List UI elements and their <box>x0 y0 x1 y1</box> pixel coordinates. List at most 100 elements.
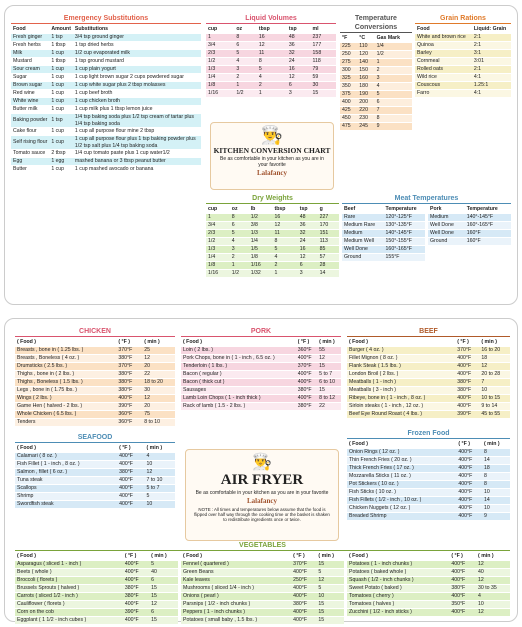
column-header: ( °F ) <box>449 553 477 561</box>
table-body: ( Food )( °F )( min ) Calamari ( 8 oz. ) 4… <box>15 445 175 509</box>
cell: Kale leaves <box>181 576 292 585</box>
cell: 118 <box>310 57 336 66</box>
column-header: ( °F ) <box>122 553 150 561</box>
row: 350 180 4 <box>340 82 412 91</box>
cell: 400°F <box>117 492 145 501</box>
cell: 15 <box>316 560 344 569</box>
cell: 1/8 <box>206 261 230 270</box>
row: Rolled oats 2:1 <box>415 65 511 74</box>
row: Beef Eye Round Roast ( 4 lbs. ) 390°F 45 t… <box>347 410 510 419</box>
table-body: Food Liquid: Grain White and brown rice 2:1… <box>415 26 511 98</box>
cell: 1 cup white sugar plus 2 tbsp molasses <box>72 81 201 90</box>
cell: 10 <box>479 386 510 395</box>
row: Lamb Loin Chops ( 1 - inch thick ) 400°F 8… <box>181 394 341 403</box>
row: Fresh ginger 1 tsp 3/4 tsp ground ginger <box>11 33 201 42</box>
table: cup oz tbsp tsp ml 1 8 16 48 237 3/4 6 12 36 177 2/3 5 11… <box>206 26 336 98</box>
cell: 6 <box>374 98 412 107</box>
row: Mozzarella Sticks ( 11 oz. ) 400°F 8 <box>347 472 510 481</box>
cell: Beef Eye Round Roast ( 4 lbs. ) <box>347 410 456 419</box>
cell: 12 <box>144 468 175 477</box>
cell: 11 <box>256 49 287 58</box>
header-row: ( Food )( °F )( min ) <box>347 553 510 561</box>
cell: 380°F <box>291 600 317 609</box>
cell: 12 <box>476 576 510 585</box>
cell: Breasts , bone in ( 1.25 lbs. ) <box>15 346 117 355</box>
cell: 5 to 7 <box>144 484 175 493</box>
cell: Barley <box>415 49 472 58</box>
cell: 1/16 <box>248 261 273 270</box>
cell: 400°F <box>117 476 145 485</box>
cell: 390°F <box>116 402 143 411</box>
header-row: Pork Temperature <box>428 206 511 214</box>
cell: Fresh herbs <box>11 41 50 50</box>
row: Peppers ( 1 - inch chunks ) 400°F 15 <box>181 608 344 617</box>
center-tagline: Be as comfortable in your kitchen as you… <box>220 156 324 168</box>
column-header: ( °F ) <box>295 339 318 347</box>
cell: Sirloin steaks ( 1 - inch , 12 oz. ) <box>347 402 456 411</box>
cell: Sausages <box>181 386 296 395</box>
sub-table: Pork Temperature Medium 140°-145°F Well Done… <box>428 206 511 262</box>
cell: 160°-165°F <box>464 221 511 230</box>
cell: Fillet Mignon ( 8 oz. ) <box>347 354 456 363</box>
cell: 1 tsp dried herbs <box>72 41 201 50</box>
table: Pork Temperature Medium 140°-145°F Well Done… <box>428 206 511 246</box>
row: Baking powder 1 tsp 1/4 tsp baking soda pl… <box>11 113 201 128</box>
section-title: Liquid Volumes <box>206 14 336 24</box>
cell: 4 <box>234 57 257 66</box>
column-header: tsp <box>297 206 318 214</box>
cell: 380°F <box>295 386 318 395</box>
row: Thighs , Boneless ( 1.5 lbs. ) 380°F 18 to… <box>15 378 175 387</box>
cell: 40 <box>476 568 510 577</box>
row: Zucchini ( 1/2 - inch sticks ) 400°F 12 <box>347 608 510 617</box>
row: 225 110 1/4 <box>340 42 412 51</box>
row: Chicken Nuggets ( 12 oz. ) 400°F 10 <box>347 504 510 513</box>
cell: 5 <box>229 229 249 238</box>
section-title: Frozen Food <box>347 429 510 439</box>
cell: 75 <box>142 410 175 419</box>
table-body: ( Food )( °F )( min ) Breasts , bone in (… <box>15 339 175 427</box>
cell: 170 <box>317 221 339 230</box>
cell: 15 <box>149 616 178 625</box>
liquid-volumes: Liquid Volumes cup oz tbsp tsp ml 1 8 16 48 237 3/4… <box>206 14 336 98</box>
cell: 2 <box>272 261 298 270</box>
cell: 12 <box>476 560 510 569</box>
column-header: Temperature <box>383 206 425 214</box>
cell: Pork Chops, bone in ( 1 - inch , 6.5 oz.… <box>181 354 296 363</box>
cell: 390°F <box>122 608 150 617</box>
cell: 180 <box>357 82 375 91</box>
row: Asparagus ( sliced 1 - inch ) 400°F 5 <box>15 560 178 569</box>
column-header: ( Food ) <box>181 553 292 561</box>
row: Fish Fillets ( 1/2 - inch , 10 oz. ) 400°… <box>347 496 510 505</box>
cell: 15 <box>317 362 341 371</box>
cell: Chicken Nuggets ( 12 oz. ) <box>347 504 457 513</box>
cell: Wings ( 2 lbs. ) <box>15 394 117 403</box>
cell: 3/8 <box>248 221 273 230</box>
cell: Butter <box>11 165 50 174</box>
cell: 1 cup <box>49 65 73 74</box>
column-header: g <box>317 206 339 214</box>
table: °F °C Gas Mark 225 110 1/4 250 120 1/2 275 140 1 300… <box>340 35 412 131</box>
row: Tenderloin ( 1 lbs. ) 370°F 15 <box>181 362 341 371</box>
cell: 5 <box>256 65 287 74</box>
header-row: Food Liquid: Grain <box>415 26 511 34</box>
header-row: ( Food )( °F )( min ) <box>347 441 510 449</box>
row: Meatballs ( 3 - inch ) 380°F 10 <box>347 386 510 395</box>
cell: Eggplant ( 1 1/2 - inch cubes ) <box>15 616 123 625</box>
row: Breasts , Boneless ( 4 oz. ) 380°F 12 <box>15 354 175 363</box>
cell: 1/2 <box>206 237 230 246</box>
cell: 1/4 cup tomato paste plus 1 cup water1/2 <box>72 149 201 158</box>
cell: 1 cup all purpose flour plus 1 tsp bakin… <box>72 135 201 150</box>
cell: 55 <box>317 346 341 355</box>
column-header: ( min ) <box>142 339 175 347</box>
row: Salmon , fillet ( 6 oz. ) 380°F 12 <box>15 468 175 477</box>
section-title: SEAFOOD <box>15 433 175 443</box>
cell: 59 <box>310 73 336 82</box>
cell: 2:1 <box>471 65 511 74</box>
cell: 1/2 <box>206 57 235 66</box>
cell: Brussels Sprouts ( halved ) <box>15 584 123 593</box>
column-header: °F <box>340 35 358 43</box>
row: Thick French Fries ( 17 oz. ) 400°F 18 <box>347 464 510 473</box>
cell: 1/8 <box>248 253 273 262</box>
cell: Tomatoes ( cherry ) <box>347 592 450 601</box>
